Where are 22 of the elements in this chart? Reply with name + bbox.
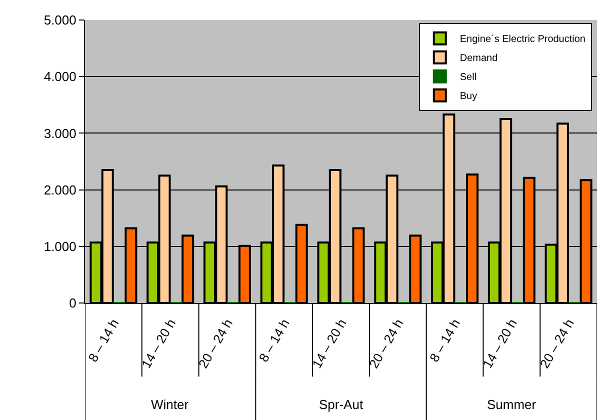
legend-label: Demand [460, 53, 498, 64]
x-tick-label: 14 – 20 h [138, 316, 179, 371]
x-tick-label: 8 – 14 h [256, 316, 292, 365]
text: Spr-Aut [319, 397, 364, 412]
x-tick-label: 8 – 14 h [85, 316, 122, 365]
legend-label: Engine´s Electric Production [460, 34, 586, 46]
legend-label: Buy [460, 91, 478, 102]
y-tick-label: 5.000 [44, 12, 76, 28]
x-tick-label: 14 – 20 h [480, 316, 520, 371]
y-tick-label: 3.000 [44, 126, 76, 141]
text: Winter [151, 397, 190, 412]
y-tick-label: 2.000 [44, 182, 76, 198]
x-tick-label: 20 – 24 h [366, 316, 406, 371]
x-tick-label: 14 – 20 h [309, 316, 350, 371]
text: Summer [487, 397, 537, 412]
x-tick-label: 20 – 24 h [195, 316, 236, 371]
y-tick-label: 1.000 [44, 238, 76, 254]
x-tick-label: 20 – 24 h [536, 316, 577, 371]
x-tick-label: 8 – 14 h [426, 316, 464, 365]
legend-label: Sell [460, 72, 477, 84]
y-tick-label: 0 [69, 296, 76, 311]
y-tick-label: 4.000 [44, 69, 76, 84]
